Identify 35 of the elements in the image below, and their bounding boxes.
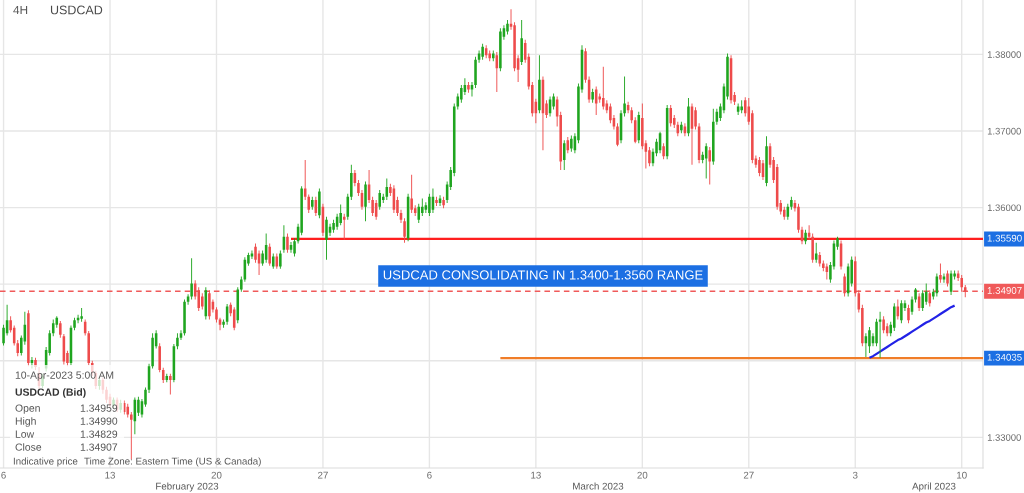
ref-line-label: 1.34907 xyxy=(987,287,1022,294)
annotation: 1.34990 xyxy=(80,417,118,425)
x-tick-label: 27 xyxy=(743,471,754,479)
x-tick-label: 20 xyxy=(211,471,222,479)
annotation: 4H xyxy=(13,5,28,15)
text: April 2023 xyxy=(912,482,956,492)
x-tick-label: 10 xyxy=(957,471,967,479)
annotation: Close xyxy=(15,443,42,451)
annotation: Low xyxy=(15,430,35,438)
x-tick-label: 3 xyxy=(852,471,858,479)
annotation: Indicative price xyxy=(13,457,78,467)
annotation: Open xyxy=(15,404,40,414)
data-label: 1.34035 xyxy=(987,353,1022,361)
annotation: USDCAD CONSOLIDATING IN 1.3400-1.3560 RANGE xyxy=(383,270,703,280)
chart-title: USDCAD xyxy=(50,5,103,15)
annotation: Time Zone: Eastern Time (US & Canada) xyxy=(84,457,261,467)
x-tick-label: 20 xyxy=(637,471,648,479)
annotation: 1.34907 xyxy=(80,443,118,451)
y-tick-label: 1.36000 xyxy=(987,204,1021,212)
text: February 2023 xyxy=(156,482,219,492)
annotation: 1.34959 xyxy=(80,404,118,412)
annotation: 10-Apr-2023 5:00 AM xyxy=(15,371,114,381)
annotation: High xyxy=(15,417,36,427)
annotation: 1.34829 xyxy=(80,430,118,438)
y-tick-label: 1.33000 xyxy=(987,434,1021,441)
x-tick-label: 6 xyxy=(1,471,6,479)
x-tick-label: 13 xyxy=(531,471,541,479)
annotation: USDCAD (Bid) xyxy=(15,388,86,398)
x-tick-label: 6 xyxy=(427,471,432,479)
x-tick-label: 27 xyxy=(318,471,328,479)
x-tick-label: 13 xyxy=(105,471,115,479)
y-tick-label: 1.37000 xyxy=(987,127,1021,135)
data-label: 1.35590 xyxy=(987,234,1022,242)
y-tick-label: 1.38000 xyxy=(987,51,1021,58)
text: March 2023 xyxy=(573,482,624,490)
